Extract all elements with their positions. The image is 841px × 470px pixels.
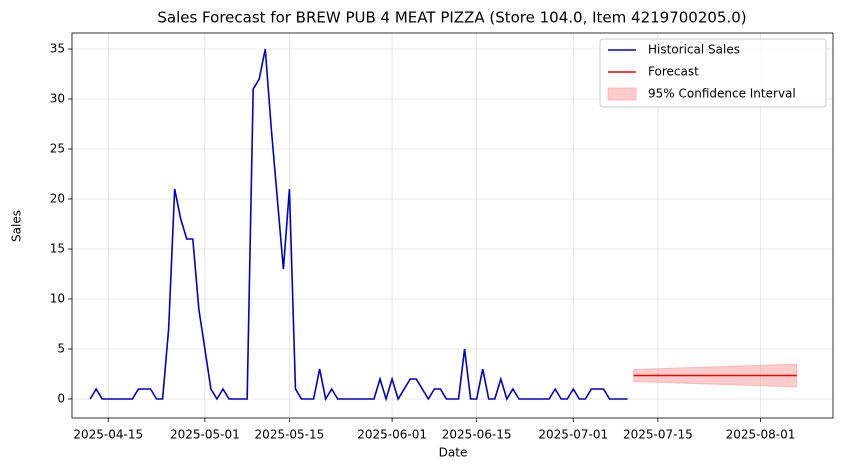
plot-frame [71,32,834,419]
legend-label: 95% Confidence Interval [648,87,796,101]
y-tick-label: 20 [50,192,65,206]
y-axis-label: Sales [10,210,24,242]
x-tick-label: 2025-04-15 [73,428,143,442]
x-tick-label: 2025-07-15 [623,428,693,442]
y-tick-label: 15 [50,242,65,256]
y-tick-label: 30 [50,92,65,106]
y-tick-label: 25 [50,142,65,156]
y-tick-label: 10 [50,292,65,306]
x-tick-label: 2025-05-01 [170,428,240,442]
series-line [89,48,628,402]
y-tick-label: 0 [57,392,65,406]
x-tick-label: 2025-06-15 [442,428,512,442]
legend-swatch [607,87,637,101]
y-tick-label: 5 [57,342,65,356]
x-axis-label: Date [439,446,468,460]
x-tick-label: 2025-08-01 [726,428,796,442]
x-tick-label: 2025-07-01 [538,428,608,442]
legend-label: Historical Sales [648,43,740,57]
x-tick-label: 2025-05-15 [255,428,325,442]
y-tick-label: 35 [50,42,65,56]
x-tick-label: 2025-06-01 [357,428,427,442]
chart-title: Sales Forecast for BREW PUB 4 MEAT PIZZA… [157,9,746,27]
legend-box [599,38,827,108]
legend-label: Forecast [648,65,699,79]
